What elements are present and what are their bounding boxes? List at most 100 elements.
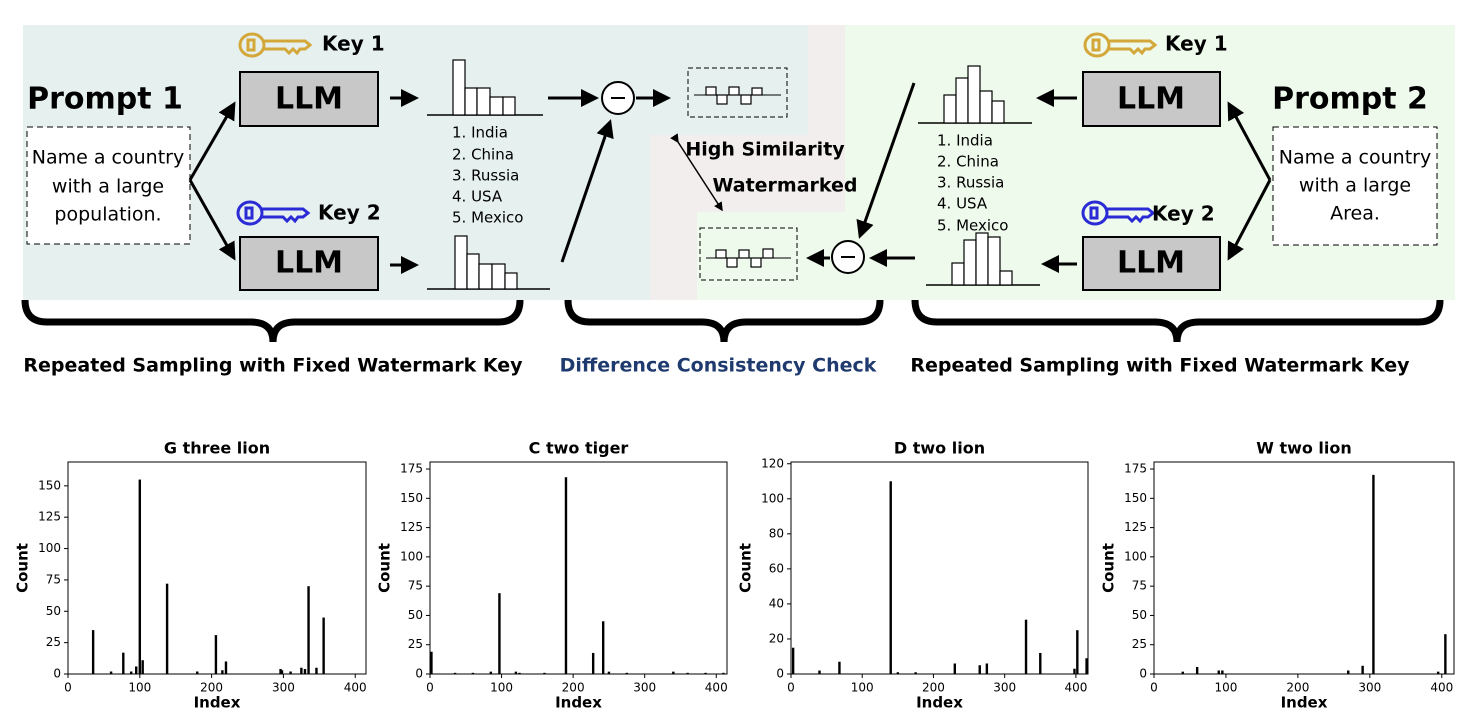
y-tick-label: 0 [1139, 667, 1147, 681]
diff-bar [715, 249, 727, 259]
bar [196, 671, 199, 674]
y-tick-label: 120 [761, 456, 784, 470]
difference-box [687, 67, 788, 118]
hist-bar [464, 87, 478, 116]
bar [514, 671, 518, 674]
bar [914, 672, 917, 674]
plot-frame [790, 461, 1089, 675]
hist-bar [963, 239, 977, 286]
bar [686, 672, 689, 674]
bar [122, 652, 125, 674]
x-tick-label: 200 [922, 681, 945, 695]
chart-title: G three lion [164, 439, 270, 458]
x-axis-label: Index [555, 694, 602, 712]
x-tick-label: 0 [787, 681, 795, 695]
plot-frame [1153, 461, 1455, 675]
y-tick-label: 100 [38, 541, 61, 555]
hist-bar [967, 65, 981, 124]
prompt-text: Name a country [1279, 147, 1431, 169]
hist-bar [489, 96, 504, 116]
y-tick-label: 150 [38, 478, 61, 492]
diff-bar [740, 94, 752, 105]
hist-bar [491, 263, 506, 290]
arrow [1227, 179, 1272, 261]
histogram [918, 65, 1032, 124]
key-icon [238, 32, 313, 58]
y-tick-label: 80 [769, 526, 784, 540]
bar [1361, 665, 1364, 674]
histogram [926, 232, 1040, 286]
bar [1076, 630, 1079, 674]
bar [1372, 474, 1375, 674]
list-item: 4. USA [937, 195, 988, 213]
bar [1024, 619, 1028, 674]
hist-bar [943, 94, 957, 124]
list-item: 5. Mexico [452, 209, 523, 227]
hist-bar [478, 263, 493, 290]
x-tick-label: 300 [993, 681, 1016, 695]
y-axis-label: Count [14, 543, 32, 593]
prompt-text: Name a country [32, 147, 184, 169]
hist-bar [999, 270, 1013, 286]
bar [607, 671, 611, 674]
bar [430, 651, 433, 674]
bar [307, 586, 310, 674]
bar [322, 617, 325, 674]
bar [1085, 658, 1088, 674]
bar [109, 671, 113, 674]
chart-title: C two tiger [529, 439, 629, 458]
x-tick-label: 100 [490, 681, 513, 695]
brace [911, 299, 1444, 343]
prompt-text: with a large [1299, 175, 1411, 197]
llm-label: LLM [275, 82, 343, 117]
bar [214, 635, 218, 674]
x-tick-label: 300 [272, 681, 295, 695]
x-tick-label: 200 [1286, 681, 1309, 695]
prompt-box [1272, 126, 1438, 246]
histogram [427, 235, 550, 290]
x-tick-label: 300 [633, 681, 656, 695]
llm-box [239, 71, 379, 127]
y-tick-label: 125 [38, 510, 61, 524]
x-tick-label: 400 [344, 681, 367, 695]
bar [221, 670, 224, 674]
list-item: 2. China [452, 146, 514, 164]
hist-bar [454, 235, 468, 290]
y-tick-label: 75 [1132, 579, 1147, 593]
arrow [560, 119, 614, 263]
bar [564, 477, 568, 674]
bar [543, 672, 546, 674]
bar [601, 621, 605, 674]
bar [591, 652, 595, 674]
bar [1436, 671, 1440, 674]
diff-bar [738, 249, 750, 259]
y-tick-label: 40 [769, 596, 784, 610]
plot-frame [67, 461, 367, 675]
y-tick-label: 25 [46, 635, 61, 649]
llm-label: LLM [1117, 82, 1185, 117]
diff-bar [716, 94, 728, 105]
list-item: 1. India [452, 124, 508, 142]
bar [1221, 670, 1224, 674]
bar [1347, 670, 1350, 674]
llm-box [239, 236, 379, 291]
hist-bar [452, 59, 466, 116]
key-icon [236, 200, 311, 226]
bar [518, 672, 521, 674]
bar [1217, 670, 1220, 674]
y-axis-label: Count [737, 543, 755, 593]
x-axis-label: Index [194, 694, 241, 712]
prompt-text: population. [54, 204, 161, 226]
bar [625, 672, 629, 674]
y-tick-label: 150 [400, 491, 423, 505]
bar [985, 663, 989, 674]
diff-bar [750, 257, 762, 268]
hist-bar [955, 77, 969, 124]
bar [453, 672, 457, 674]
diff-bar [705, 86, 717, 96]
list-item: 1. India [937, 132, 993, 150]
x-tick-label: 300 [1358, 681, 1381, 695]
brace [564, 299, 884, 343]
arrow [188, 101, 236, 181]
